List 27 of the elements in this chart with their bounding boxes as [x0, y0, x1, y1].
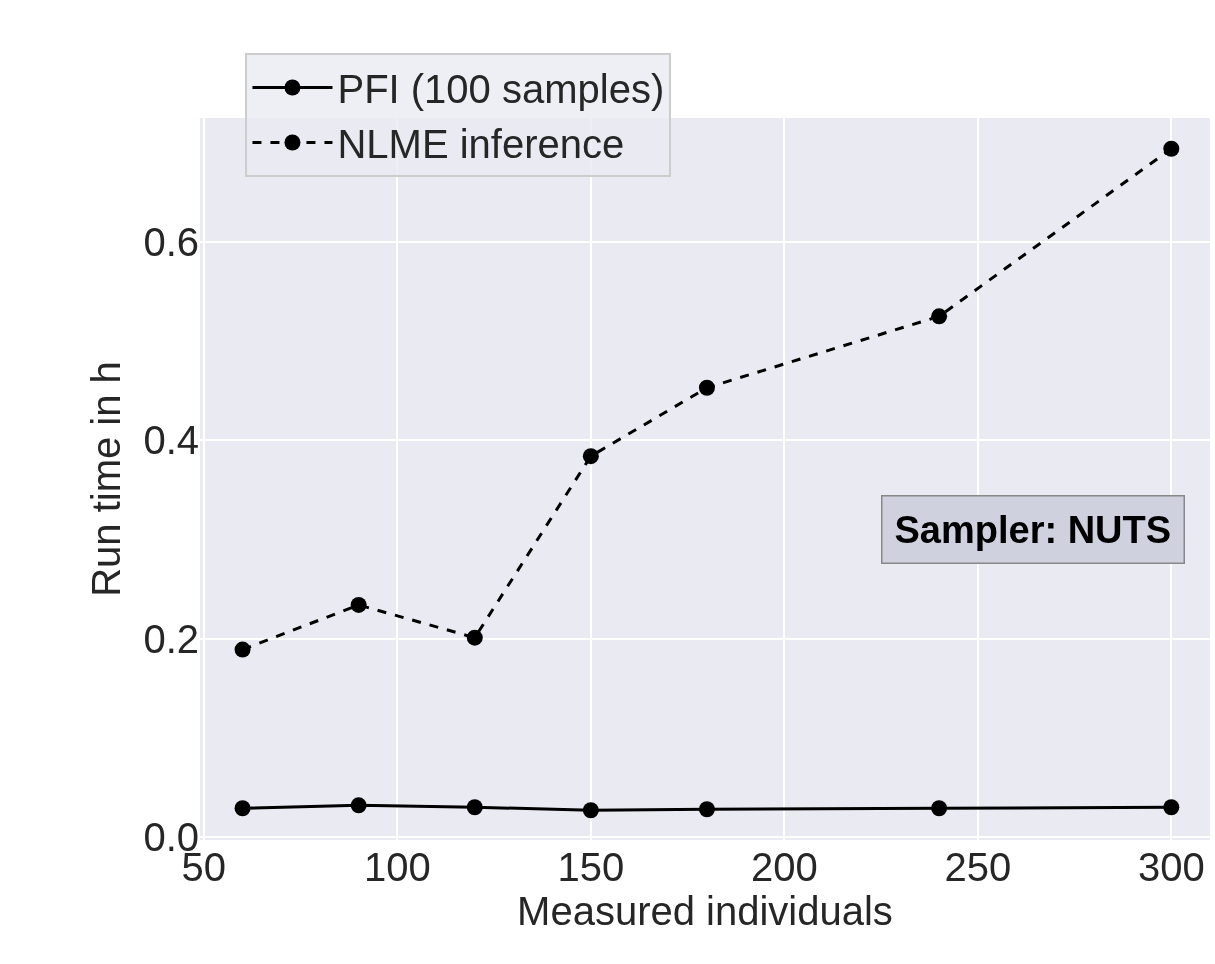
point — [234, 800, 251, 817]
point — [466, 799, 483, 816]
annotation: Sampler: NUTS — [894, 508, 1172, 551]
point — [350, 797, 367, 814]
point — [931, 800, 948, 817]
point — [698, 379, 715, 396]
x-tick-label: 100 — [363, 845, 431, 889]
x-tick-label: 250 — [944, 845, 1012, 889]
point — [1163, 140, 1180, 157]
y-axis-title: Run time in h — [83, 361, 128, 597]
x-tick-label: 200 — [750, 845, 818, 889]
point — [698, 801, 715, 818]
y-tick-label: 0.6 — [143, 219, 199, 264]
point — [466, 629, 483, 646]
point — [1163, 799, 1180, 816]
x-tick-label: 300 — [1137, 845, 1205, 889]
point — [582, 802, 599, 819]
legend-label: PFI (100 samples) — [337, 67, 665, 112]
point — [931, 308, 948, 325]
y-tick-label: 0.4 — [143, 418, 199, 463]
point — [234, 641, 251, 658]
x-tick-label: 150 — [557, 845, 625, 889]
legend-label: NLME inference — [337, 122, 625, 167]
point — [350, 596, 367, 613]
point — [582, 448, 599, 465]
x-axis-title: Measured individuals — [517, 889, 893, 933]
y-tick-label: 0.2 — [143, 616, 199, 661]
